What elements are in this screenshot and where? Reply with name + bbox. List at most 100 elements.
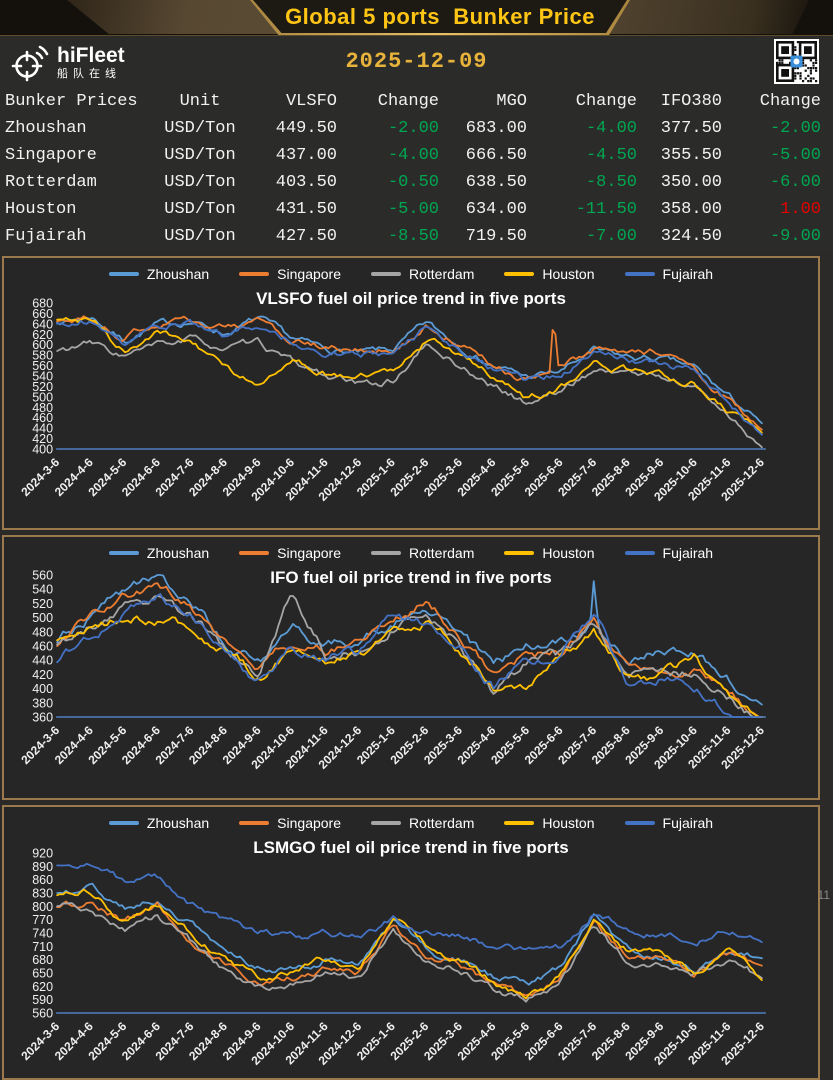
y-tick-label: 460	[32, 411, 53, 425]
series-line-singapore	[56, 315, 763, 431]
y-tick-label: 620	[32, 980, 53, 994]
port-name-cell: Houston	[5, 200, 77, 219]
legend-item-rotterdam: Rotterdam	[371, 266, 474, 282]
y-tick-label: 770	[32, 913, 53, 927]
table-value-cell: USD/Ton	[164, 227, 236, 246]
legend-swatch	[624, 821, 655, 825]
legend-item-fujairah: Fujairah	[624, 815, 714, 831]
y-tick-label: 830	[32, 887, 53, 901]
table-value-cell: -2.00	[769, 119, 821, 138]
legend-swatch	[108, 551, 139, 555]
legend-item-zhoushan: Zhoushan	[108, 266, 209, 282]
chart-title: IFO fuel oil price trend in five ports	[270, 568, 552, 587]
series-line-houston	[56, 317, 763, 434]
y-tick-label: 560	[32, 569, 53, 583]
brand-texts: hiFleet 船队在线	[57, 45, 125, 80]
series-line-singapore	[56, 582, 763, 718]
y-tick-label: 560	[32, 1007, 53, 1021]
table-value-cell: 1.00	[780, 200, 821, 219]
y-tick-label: 480	[32, 401, 53, 415]
legend-item-houston: Houston	[504, 545, 595, 561]
port-name-cell: Fujairah	[5, 227, 87, 246]
table-value-cell: -0.50	[387, 173, 439, 192]
table-value-cell: USD/Ton	[164, 200, 236, 219]
y-tick-label: 440	[32, 422, 53, 436]
y-tick-label: 890	[32, 860, 53, 874]
legend-swatch	[371, 551, 401, 555]
legend-label: Fujairah	[662, 545, 714, 561]
y-tick-label: 420	[32, 668, 53, 682]
table-value-cell: 449.50	[275, 119, 337, 138]
table-value-cell: 427.50	[275, 227, 337, 246]
report-date: 2025-12-09	[345, 49, 488, 74]
y-tick-label: 620	[32, 328, 53, 342]
bunker-price-table: Bunker Prices Unit VLSFO Change MGO Change IFO…	[0, 88, 833, 251]
table-header-cell: Change	[575, 92, 637, 111]
table-header-cell: Change	[377, 92, 439, 111]
legend-swatch	[624, 551, 655, 555]
table-value-cell: 350.00	[660, 173, 722, 192]
legend-label: Zhoushan	[146, 545, 210, 561]
y-tick-label: 460	[32, 640, 53, 654]
legend-swatch	[504, 821, 535, 825]
legend-item-zhoushan: Zhoushan	[108, 545, 210, 561]
table-value-cell: -4.00	[585, 119, 637, 138]
legend-swatch	[239, 821, 270, 825]
brand-subtitle: 船队在线	[57, 67, 121, 80]
table-value-cell: 377.50	[660, 119, 722, 138]
series-line-rotterdam	[56, 902, 763, 1003]
table-value-cell: 666.50	[465, 146, 527, 165]
legend-item-houston: Houston	[504, 266, 595, 282]
legend-label: Rotterdam	[409, 266, 475, 282]
qr-code	[774, 39, 819, 84]
y-tick-label: 660	[32, 307, 53, 321]
legend-item-singapore: Singapore	[239, 266, 341, 282]
table-value-cell: USD/Ton	[164, 119, 236, 138]
table-value-cell: -5.00	[769, 146, 821, 165]
chart-title: LSMGO fuel oil price trend in five ports	[253, 838, 569, 857]
legend-label: Houston	[542, 545, 595, 561]
table-value-cell: 719.50	[465, 227, 527, 246]
y-tick-label: 540	[32, 370, 53, 384]
y-tick-label: 380	[32, 696, 53, 710]
page-marker: 11	[817, 888, 830, 902]
lsmgo-chart-panel: Zhoushan Singapore Rotterdam Houston Fujaira…	[2, 805, 820, 1080]
y-tick-label: 640	[32, 317, 53, 331]
table-header-cell: MGO	[496, 92, 527, 111]
y-tick-label: 520	[32, 597, 53, 611]
legend-label: Fujairah	[662, 815, 714, 831]
series-line-fujairah	[56, 593, 763, 718]
y-tick-label: 360	[32, 711, 53, 725]
series-line-rotterdam	[56, 334, 763, 449]
y-tick-label: 710	[32, 940, 53, 954]
series-line-fujairah	[56, 318, 763, 436]
info-row: hiFleet 船队在线 2025-12-09	[0, 36, 833, 88]
chart-legend: Zhoushan Singapore Rotterdam Houston Fujaira…	[4, 266, 818, 282]
legend-swatch	[624, 272, 655, 276]
series-line-fujairah	[56, 862, 763, 951]
legend-label: Houston	[542, 815, 595, 831]
legend-label: Houston	[542, 266, 595, 282]
legend-item-fujairah: Fujairah	[624, 266, 714, 282]
page-title: Global 5 ports Bunker Price	[285, 4, 595, 29]
vlsfo-line-chart: 6806606406206005805605405205004804604404…	[18, 297, 767, 504]
y-tick-label: 500	[32, 390, 53, 404]
table-value-cell: USD/Ton	[164, 146, 236, 165]
y-tick-label: 920	[32, 847, 53, 861]
legend-swatch	[504, 551, 535, 555]
legend-item-zhoushan: Zhoushan	[108, 815, 209, 831]
y-tick-label: 680	[32, 297, 53, 311]
legend-label: Rotterdam	[409, 815, 475, 831]
table-value-cell: 634.00	[465, 200, 527, 219]
y-tick-label: 420	[32, 432, 53, 446]
banner-trapezoid	[253, 0, 627, 33]
table-value-cell: -2.00	[387, 119, 439, 138]
legend-item-houston: Houston	[504, 815, 595, 831]
table-value-cell: 355.50	[660, 146, 722, 165]
y-tick-label: 600	[32, 338, 53, 352]
table-value-cell: 431.50	[275, 200, 337, 219]
legend-label: Fujairah	[662, 266, 714, 282]
table-value-cell: -9.00	[769, 227, 821, 246]
legend-label: Singapore	[277, 815, 341, 831]
